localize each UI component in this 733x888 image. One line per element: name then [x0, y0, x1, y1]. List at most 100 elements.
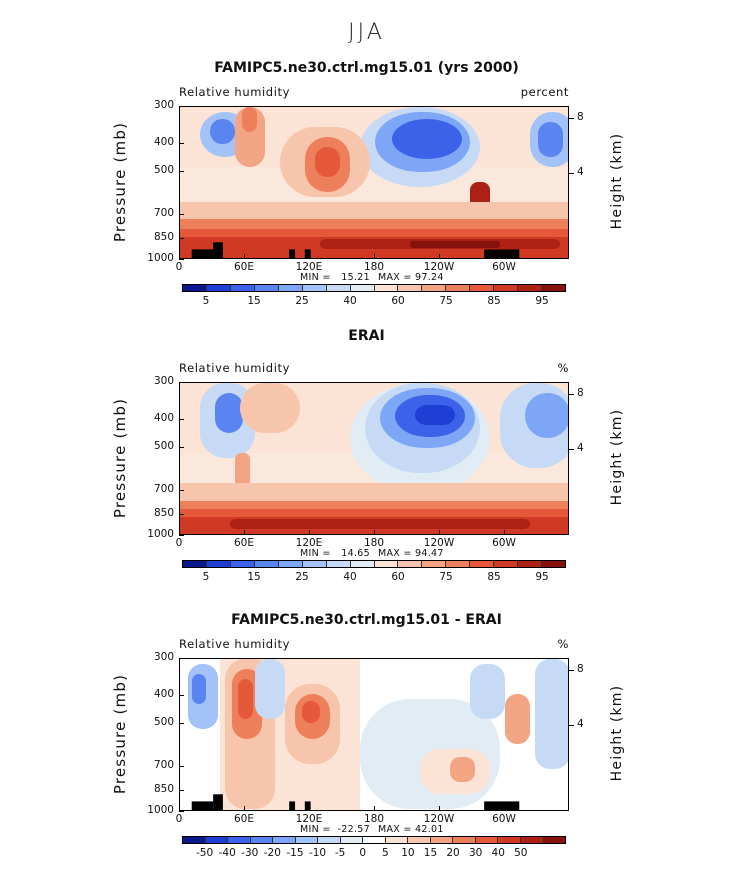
y-tick-label: 300 [153, 651, 174, 663]
x-tick [374, 254, 375, 259]
contour-region [240, 383, 300, 433]
colorbar-swatch [302, 285, 327, 291]
max-value: 94.47 [415, 548, 444, 559]
colorbar-swatch [228, 837, 251, 843]
min-value: -22.57 [337, 824, 370, 835]
colorbar-label: 75 [439, 571, 453, 583]
colorbar-label: 40 [343, 571, 357, 583]
colorbar-swatch [446, 561, 471, 567]
x-tick-label: 60W [492, 537, 516, 549]
y-tick [179, 514, 184, 516]
height-tick-label: 8 [577, 663, 584, 676]
x-tick-label: 180 [363, 813, 385, 825]
colorbar-label: 15 [423, 847, 438, 859]
colorbar-swatch [326, 285, 351, 291]
x-tick-label: 60E [234, 261, 254, 273]
height-tick-label: 4 [577, 166, 584, 179]
x-tick-label: 0 [175, 813, 183, 825]
colorbar-swatch [350, 285, 375, 291]
x-tick-label: 60W [492, 813, 516, 825]
terrain-mask [191, 249, 214, 258]
x-tick [374, 530, 375, 535]
min-label: MIN = [300, 548, 331, 559]
y-tick [179, 142, 184, 144]
colorbar-swatch [446, 285, 471, 291]
height-tick-label: 4 [577, 442, 584, 455]
y-tick-label: 850 [153, 507, 174, 520]
colorbar-swatch [206, 285, 231, 291]
variable-label: Relative humidity [179, 361, 291, 375]
terrain-mask [484, 249, 512, 258]
panel-title: ERAI [348, 328, 385, 344]
terrain-mask [304, 801, 311, 810]
y-axis-label: Pressure (mb) [111, 397, 129, 518]
colorbar-swatch [518, 285, 543, 291]
panel-title: FAMIPC5.ne30.ctrl.mg15.01 (yrs 2000) [214, 60, 519, 76]
colorbar-label: -30 [241, 847, 259, 859]
terrain-mask [289, 801, 296, 810]
contour-field [180, 659, 568, 810]
contour-region [230, 519, 530, 529]
colorbar-swatch [273, 837, 296, 843]
x-tick [179, 530, 180, 535]
colorbar-swatch [494, 561, 519, 567]
y-tick [179, 790, 184, 792]
colorbar-label: 25 [295, 295, 309, 307]
contour-region [470, 664, 505, 719]
x-tick-label: 120W [423, 261, 455, 273]
min-label: MIN = [300, 824, 331, 835]
max-value: 97.24 [415, 272, 444, 283]
height-tick [569, 670, 574, 672]
units-label: % [557, 361, 569, 375]
contour-region [505, 694, 530, 744]
y-tick-label: 300 [153, 375, 174, 387]
contour-region [255, 659, 285, 719]
colorbar-label: 95 [535, 571, 549, 583]
contour-field [180, 383, 568, 534]
y-tick [179, 259, 184, 260]
colorbar-swatch [542, 285, 565, 291]
x-tick [503, 806, 505, 811]
contour-region [392, 119, 462, 159]
colorbar-swatch [430, 837, 454, 843]
y-tick-label: 300 [153, 99, 174, 111]
colorbar-swatch [183, 285, 207, 291]
panel-title: FAMIPC5.ne30.ctrl.mg15.01 - ERAI [231, 612, 502, 628]
colorbar-label: 15 [247, 571, 261, 583]
y-tick [179, 658, 184, 659]
y-tick [179, 722, 184, 724]
colorbar-swatch [422, 285, 447, 291]
contour-region [215, 393, 243, 433]
y-axis-right-label: Height (km) [609, 408, 625, 505]
colorbar-swatch [206, 561, 231, 567]
colorbar-swatch [183, 561, 207, 567]
y-tick [179, 382, 184, 383]
colorbar-label: 40 [343, 295, 357, 307]
y-tick-label: 400 [153, 687, 174, 700]
y-tick-label: 700 [153, 482, 174, 495]
colorbar-swatch [326, 561, 351, 567]
terrain-mask [304, 249, 311, 258]
max-label: MAX = [378, 548, 412, 559]
contour-plot [179, 382, 569, 535]
contour-region [192, 674, 206, 704]
y-tick-label: 500 [153, 715, 174, 728]
colorbar-swatch [363, 837, 386, 843]
colorbar-swatch [518, 561, 543, 567]
colorbar-swatch [374, 561, 399, 567]
contour-region [315, 147, 340, 177]
x-tick [244, 530, 245, 535]
height-tick [569, 173, 574, 175]
colorbar-label: 20 [446, 847, 460, 859]
contour-region [410, 241, 500, 248]
colorbar [182, 560, 566, 568]
variable-label: Relative humidity [179, 85, 291, 99]
y-tick-label: 400 [153, 411, 174, 424]
y-tick-label: 700 [153, 758, 174, 771]
colorbar-swatch [254, 285, 279, 291]
x-tick-label: 0 [175, 537, 183, 549]
y-tick [179, 489, 184, 491]
y-tick-label: 850 [153, 231, 174, 244]
colorbar-swatch [374, 285, 399, 291]
terrain-mask [511, 801, 520, 810]
